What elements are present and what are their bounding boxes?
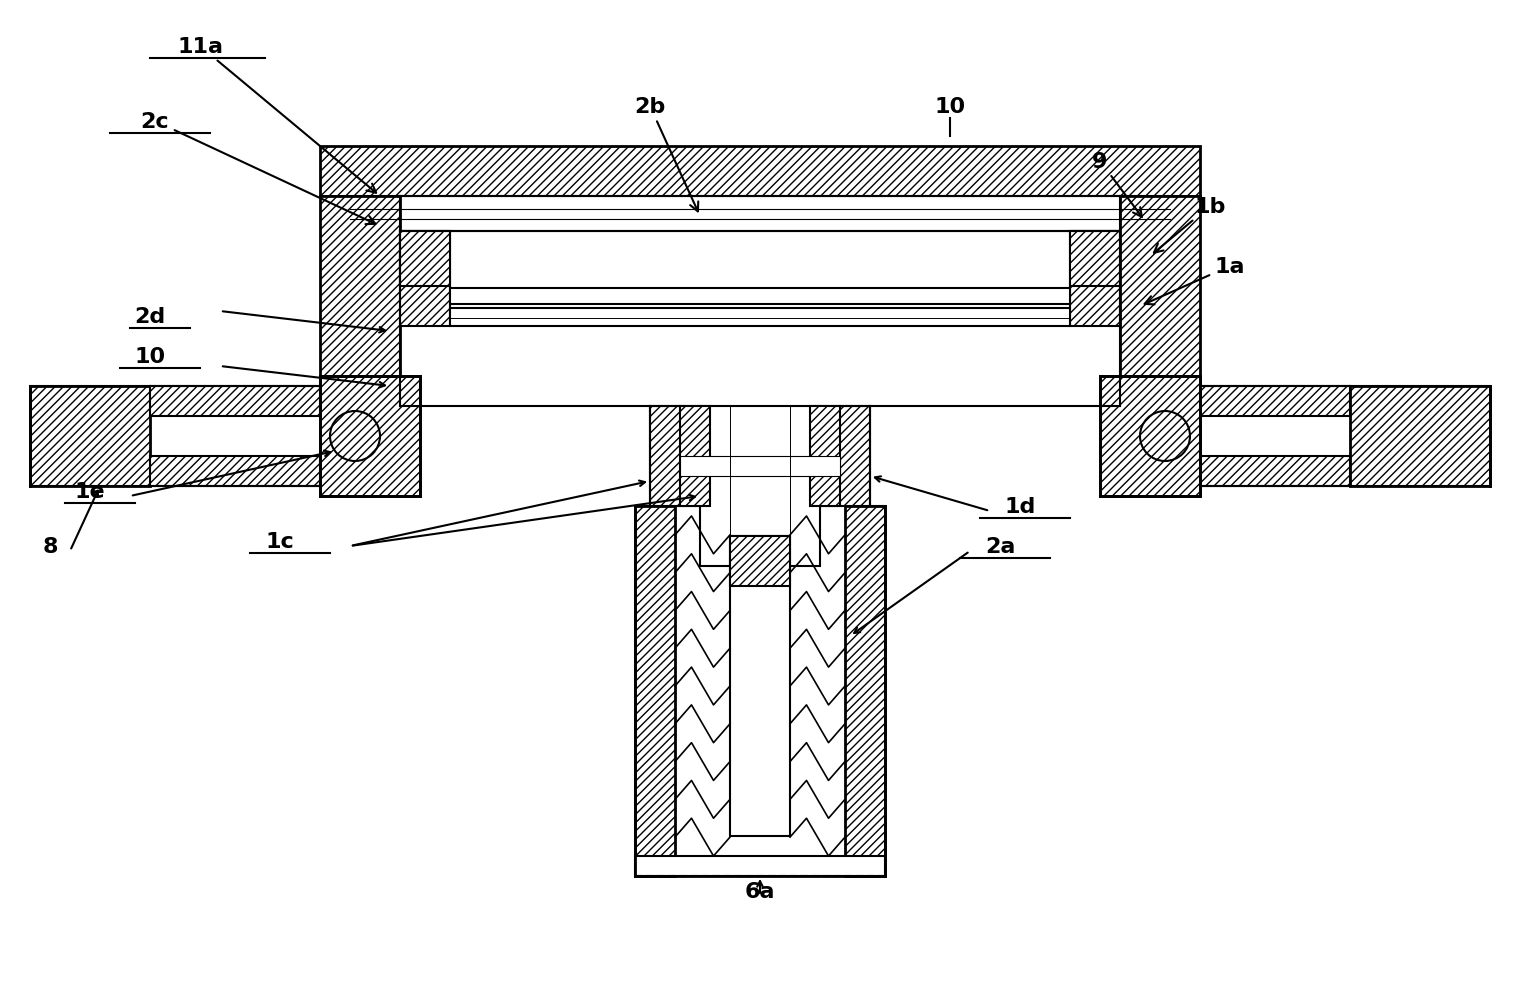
Circle shape xyxy=(1139,411,1189,461)
Polygon shape xyxy=(810,406,840,507)
Polygon shape xyxy=(1069,232,1120,287)
Text: 10: 10 xyxy=(135,347,166,367)
Polygon shape xyxy=(1200,387,1350,416)
Text: 9: 9 xyxy=(1092,152,1142,218)
Polygon shape xyxy=(1200,457,1350,486)
Polygon shape xyxy=(450,289,1069,305)
Text: 8: 8 xyxy=(43,536,58,556)
Polygon shape xyxy=(635,856,886,877)
Text: 1b: 1b xyxy=(1154,197,1226,253)
Text: 2d: 2d xyxy=(134,307,166,326)
Polygon shape xyxy=(635,507,674,877)
Polygon shape xyxy=(150,457,321,486)
Polygon shape xyxy=(1100,377,1200,497)
Polygon shape xyxy=(731,536,790,587)
Polygon shape xyxy=(321,197,399,406)
Polygon shape xyxy=(399,232,450,326)
Polygon shape xyxy=(845,507,886,877)
Polygon shape xyxy=(681,457,840,476)
Polygon shape xyxy=(1350,387,1490,486)
Text: 10: 10 xyxy=(934,97,966,117)
Polygon shape xyxy=(1120,197,1200,406)
Polygon shape xyxy=(150,387,321,416)
Polygon shape xyxy=(1069,232,1120,326)
Polygon shape xyxy=(321,377,419,497)
Polygon shape xyxy=(321,147,1200,197)
Text: 1d: 1d xyxy=(1004,497,1036,517)
Circle shape xyxy=(330,411,380,461)
Polygon shape xyxy=(399,232,450,287)
Text: 2c: 2c xyxy=(141,111,375,225)
Text: 1c: 1c xyxy=(266,531,295,551)
Polygon shape xyxy=(820,406,870,507)
Polygon shape xyxy=(30,387,150,486)
Polygon shape xyxy=(700,406,820,566)
Text: 1a: 1a xyxy=(1145,256,1246,305)
Text: 6a: 6a xyxy=(744,881,775,901)
Polygon shape xyxy=(650,406,700,507)
Polygon shape xyxy=(731,536,790,836)
Text: 2b: 2b xyxy=(635,97,699,212)
Polygon shape xyxy=(681,406,709,507)
Polygon shape xyxy=(450,309,1069,326)
Polygon shape xyxy=(349,197,1170,232)
Text: 1e: 1e xyxy=(74,481,105,502)
Text: 2a: 2a xyxy=(984,536,1015,556)
Text: 11a: 11a xyxy=(178,36,377,193)
